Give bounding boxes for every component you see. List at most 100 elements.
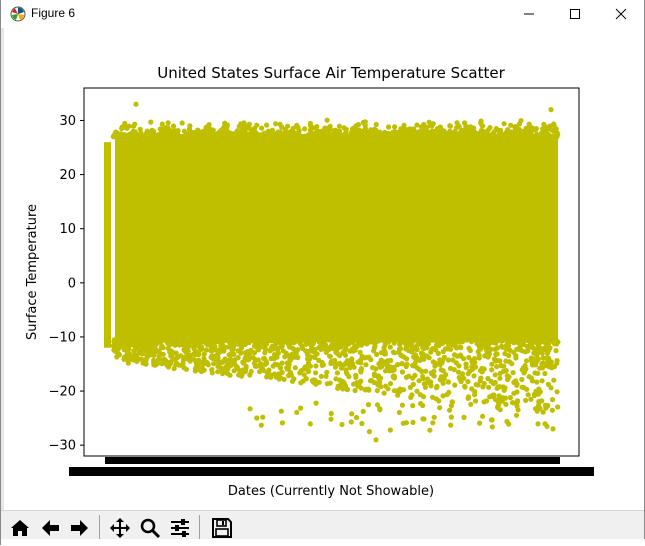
minimize-button[interactable] [506,0,552,28]
magnifier-icon [140,518,161,539]
scatter-point [537,365,543,371]
figure-canvas[interactable]: −30 −20 −10 0 10 20 30 United States Surface A… [5,28,642,510]
scatter-point [151,132,158,139]
scatter-point [459,371,466,377]
close-button[interactable] [598,0,644,28]
scatter-point [494,364,500,370]
scatter-point [550,426,556,432]
scatter-point [352,343,358,349]
scatter-point [215,369,221,375]
scatter-point [524,337,531,343]
scatter-point [153,348,159,354]
scatter-point [151,128,157,135]
scatter-point [165,345,171,351]
y-tick-label: −20 [49,385,76,400]
scatter-point [421,356,427,362]
home-button[interactable] [7,515,33,541]
configure-subplots-button[interactable] [167,515,193,541]
scatter-point [358,385,364,391]
scatter-point [395,362,401,368]
scatter-point [224,123,230,130]
scatter-point [524,130,530,137]
scatter-point [399,369,406,375]
scatter-point [206,122,212,128]
scatter-point [398,346,404,352]
scatter-point [492,379,498,386]
scatter-point [498,363,504,369]
title-bar[interactable]: Figure 6 [1,0,644,28]
scatter-point [283,134,289,140]
scatter-point [252,337,258,343]
scatter-point [238,340,244,346]
scatter-point [254,134,260,140]
scatter-point [437,133,443,140]
floppy-disk-icon [212,518,232,538]
maximize-button[interactable] [552,0,598,28]
scatter-point [540,363,547,369]
scatter-point [362,387,368,393]
scatter-point [258,422,264,428]
scatter-point [364,354,370,360]
scatter-point [171,365,177,372]
scatter-point [382,348,388,355]
scatter-point [506,374,512,380]
scatter-point [305,360,311,366]
scatter-point [554,134,560,140]
scatter-point [220,359,226,365]
scatter-point [179,120,185,126]
scatter-point [481,131,487,137]
zoom-button[interactable] [137,515,163,541]
scatter-point [110,343,116,349]
y-axis: −30 −20 −10 0 10 20 30 [49,114,84,454]
scatter-point [268,355,274,362]
scatter-point [328,416,334,422]
scatter-point [543,346,549,352]
back-button[interactable] [37,515,63,541]
scatter-point [551,121,557,127]
scatter-point [204,342,211,348]
scatter-point [528,127,534,133]
scatter-point [378,384,384,390]
scatter-point [174,360,180,366]
scatter-point [399,353,405,359]
scatter-point [261,337,267,343]
scatter-point [294,131,300,137]
scatter-point [551,341,558,347]
scatter-point [323,373,329,379]
scatter-point [489,361,495,367]
scatter-point [441,134,447,140]
scatter-point [278,408,284,414]
scatter-point [385,124,392,130]
scatter-point [150,345,156,351]
x-axis-label: Dates (Currently Not Showable) [228,484,434,499]
scatter-point [386,133,392,139]
scatter-point [358,367,364,373]
forward-button[interactable] [67,515,93,541]
scatter-point [144,337,150,343]
scatter-point [510,370,516,376]
scatter-point [448,422,454,428]
scatter-point [228,357,234,363]
scatter-point [478,375,484,381]
scatter-dense-region [104,142,111,348]
scatter-point [195,131,201,137]
save-button[interactable] [209,515,235,541]
scatter-point [374,351,380,357]
scatter-point [287,357,293,363]
scatter-point [428,347,434,353]
scatter-point [212,339,218,346]
scatter-point [228,352,234,358]
pan-move-icon [110,518,130,538]
matplotlib-app-icon [10,6,26,22]
window-bottom-strip [1,539,645,546]
scatter-point [489,424,495,430]
pan-button[interactable] [107,515,133,541]
scatter-point [430,337,436,343]
scatter-point [122,120,128,127]
scatter-point [244,131,250,137]
scatter-point [159,121,165,127]
scatter-point [411,354,417,360]
scatter-point [523,397,529,403]
scatter-point [397,386,403,392]
scatter-point [233,363,239,369]
